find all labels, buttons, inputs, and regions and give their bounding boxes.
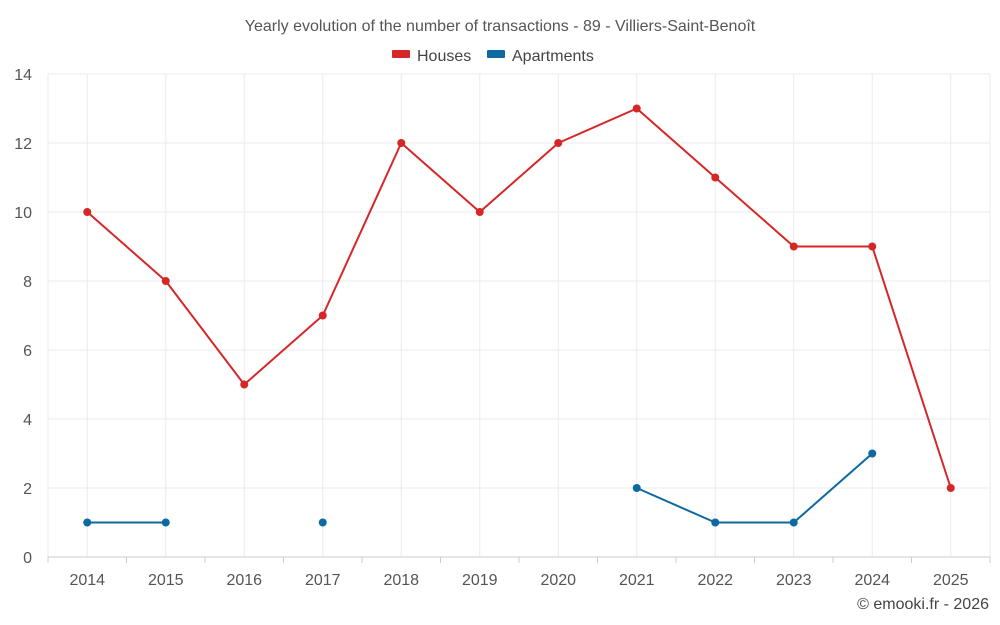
data-point-apartments[interactable]	[632, 484, 641, 492]
data-point-apartments[interactable]	[161, 518, 170, 527]
x-tick-label: 2025	[933, 572, 969, 589]
legend-label-houses: Houses	[417, 48, 471, 65]
data-point-apartments[interactable]	[789, 518, 798, 527]
y-tick-label: 2	[23, 481, 32, 498]
y-tick-label: 14	[14, 67, 32, 84]
y-tick-label: 4	[23, 412, 32, 429]
x-tick-label: 2018	[383, 572, 419, 589]
x-tick-label: 2019	[462, 572, 498, 589]
data-point-houses[interactable]	[711, 173, 720, 182]
data-point-houses[interactable]	[161, 277, 170, 285]
data-point-apartments[interactable]	[711, 518, 720, 527]
x-tick-label: 2023	[776, 572, 812, 589]
x-axis: 2014 2015 2016 2017 2018 2019 2020 2021 2022 2023…	[47, 556, 991, 589]
series-line-houses	[86, 107, 952, 489]
y-tick-label: 8	[23, 274, 32, 291]
data-point-apartments[interactable]	[318, 518, 327, 527]
legend-item-apartments[interactable]: Apartments	[487, 48, 594, 65]
data-point-houses[interactable]	[240, 380, 249, 389]
data-point-houses[interactable]	[789, 242, 798, 251]
legend-swatch-houses	[392, 50, 410, 58]
legend: Houses Apartments	[392, 48, 594, 65]
legend-label-apartments: Apartments	[512, 48, 594, 65]
legend-swatch-apartments	[487, 50, 505, 58]
y-tick-label: 12	[14, 136, 32, 153]
y-tick-label: 10	[14, 205, 32, 222]
data-point-houses[interactable]	[318, 311, 327, 320]
data-point-houses[interactable]	[632, 104, 641, 113]
x-tick-label: 2014	[69, 572, 105, 589]
x-tick-label: 2024	[854, 572, 890, 589]
data-point-houses[interactable]	[868, 242, 877, 251]
x-tick-label: 2017	[305, 572, 341, 589]
data-point-houses[interactable]	[83, 208, 92, 216]
x-tick-label: 2020	[540, 572, 576, 589]
data-point-houses[interactable]	[946, 484, 955, 492]
series	[83, 104, 955, 527]
x-tick-label: 2022	[697, 572, 733, 589]
data-point-apartments[interactable]	[868, 449, 877, 458]
y-axis: 0 2 4 6 8 10 12 14	[14, 67, 32, 567]
data-point-houses[interactable]	[554, 139, 563, 147]
y-tick-label: 6	[23, 343, 32, 360]
x-tick-label: 2015	[148, 572, 184, 589]
data-point-apartments[interactable]	[83, 518, 92, 527]
legend-item-houses[interactable]: Houses	[392, 48, 471, 65]
grid	[47, 73, 991, 557]
data-point-houses[interactable]	[397, 139, 406, 147]
x-tick-label: 2021	[619, 572, 655, 589]
data-point-houses[interactable]	[475, 208, 484, 216]
chart-title: Yearly evolution of the number of transa…	[245, 18, 756, 35]
series-line-apartments	[635, 452, 874, 524]
y-tick-label: 0	[23, 550, 32, 567]
credit-text: © emooki.fr - 2026	[857, 596, 989, 613]
x-tick-label: 2016	[226, 572, 262, 589]
